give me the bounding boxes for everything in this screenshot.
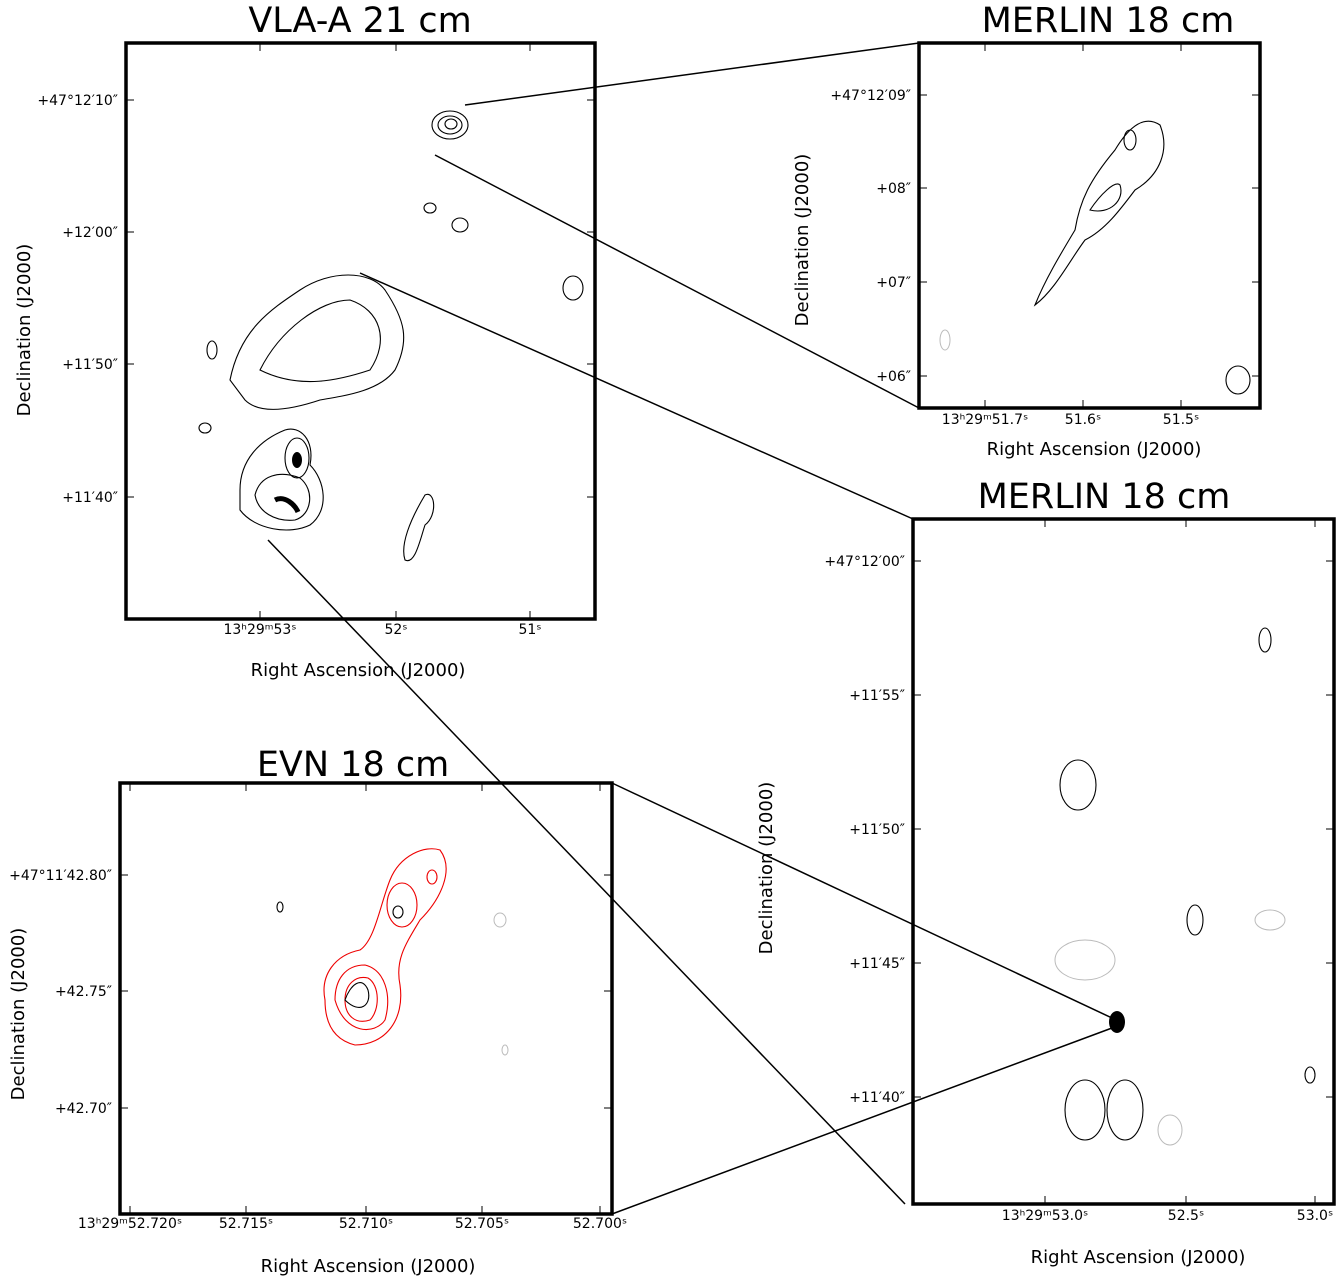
- y-tick-label: +47°12′09″: [830, 88, 911, 104]
- y-tick-label: +47°11′42.80″: [9, 868, 112, 884]
- y-tick-label: +11′50″: [62, 357, 118, 373]
- x-axis-label: Right Ascension (J2000): [1031, 1247, 1246, 1268]
- y-axis-label: Declination (J2000): [756, 782, 777, 955]
- panel-frame: [118, 781, 614, 1216]
- x-tick-label: 52ˢ: [384, 622, 407, 638]
- x-tick-label: 13ʰ29ᵐ53ˢ: [223, 622, 296, 638]
- y-tick-label: +06″: [876, 369, 911, 385]
- y-tick-label: +11′40″: [62, 490, 118, 506]
- y-tick-label: +11′40″: [849, 1090, 905, 1106]
- panel-title: EVN 18 cm: [257, 745, 449, 785]
- x-tick-label: 52.700ˢ: [573, 1216, 627, 1232]
- x-tick-label: 51.6ˢ: [1065, 412, 1101, 428]
- x-tick-label: 13ʰ29ᵐ51.7ˢ: [942, 412, 1028, 428]
- y-tick-label: +11′50″: [849, 822, 905, 838]
- y-tick-label: +11′45″: [849, 956, 905, 972]
- x-tick-label: 51ˢ: [518, 622, 541, 638]
- x-tick-label: 13ʰ29ᵐ53.0ˢ: [1002, 1208, 1088, 1224]
- contours-merlin-top: [939, 120, 1251, 395]
- contours-merlin-bottom: [1054, 627, 1316, 1146]
- x-tick-label: 51.5ˢ: [1163, 412, 1199, 428]
- x-tick-label: 52.5ˢ: [1168, 1208, 1204, 1224]
- y-axis-label: Declination (J2000): [792, 154, 813, 327]
- panel-title: MERLIN 18 cm: [978, 477, 1231, 517]
- x-axis-label: Right Ascension (J2000): [261, 1256, 476, 1277]
- y-axis-label: Declination (J2000): [14, 244, 35, 417]
- x-tick-label: 52.710ˢ: [339, 1216, 393, 1232]
- x-tick-label: 13ʰ29ᵐ52.720ˢ: [78, 1216, 182, 1232]
- y-tick-label: +12′00″: [62, 225, 118, 241]
- contours-vla: [198, 110, 584, 562]
- y-tick-label: +42.70″: [55, 1101, 112, 1117]
- y-axis-label: Declination (J2000): [8, 928, 29, 1101]
- panel-frame: [124, 41, 597, 621]
- y-tick-label: +47°12′00″: [824, 554, 905, 570]
- x-tick-label: 52.705ˢ: [455, 1216, 509, 1232]
- x-tick-label: 52.715ˢ: [219, 1216, 273, 1232]
- connectors: [267, 42, 1113, 1215]
- y-tick-label: +42.75″: [55, 984, 112, 1000]
- panel-frame: [917, 41, 1262, 410]
- panel-title: VLA-A 21 cm: [248, 1, 471, 41]
- y-tick-label: +07″: [876, 275, 911, 291]
- panel-frame: [911, 517, 1336, 1206]
- y-tick-label: +11′55″: [849, 688, 905, 704]
- y-tick-label: +47°12′10″: [37, 93, 118, 109]
- y-tick-label: +08″: [876, 181, 911, 197]
- x-tick-label: 53.0ˢ: [1297, 1208, 1333, 1224]
- x-axis-label: Right Ascension (J2000): [251, 660, 466, 681]
- contours-evn: [276, 848, 509, 1056]
- panel-title: MERLIN 18 cm: [982, 1, 1235, 41]
- x-axis-label: Right Ascension (J2000): [987, 439, 1202, 460]
